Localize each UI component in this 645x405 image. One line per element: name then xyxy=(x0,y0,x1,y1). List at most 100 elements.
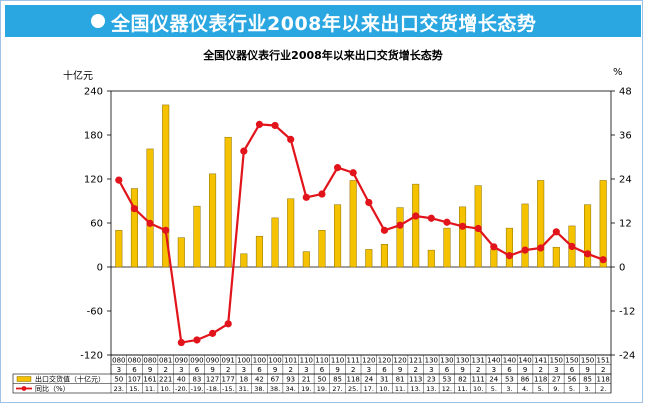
growth-point xyxy=(318,190,326,198)
category-label-top: 150 xyxy=(550,357,563,365)
bar xyxy=(537,180,545,268)
category-label-bottom: 2 xyxy=(226,366,230,374)
bar-value-label: 82 xyxy=(458,376,467,384)
category-label-bottom: 2 xyxy=(413,366,417,374)
left-tick-label: 180 xyxy=(84,131,103,142)
line-value-label: 12. xyxy=(442,385,452,393)
line-value-label: 11. xyxy=(145,385,155,393)
growth-point xyxy=(474,224,482,233)
category-label-bottom: 6 xyxy=(257,366,262,374)
category-label-top: 110 xyxy=(315,357,328,365)
banner: 全国仪器仪表行业2008年以来出口交货增长态势 xyxy=(5,5,641,37)
line-value-label: 5. xyxy=(569,385,575,393)
line-value-label: 3. xyxy=(506,385,512,393)
line-value-label: 38. xyxy=(270,385,280,393)
bar-value-label: 127 xyxy=(206,376,219,384)
line-value-label: -15. xyxy=(222,385,235,393)
growth-point xyxy=(583,250,592,258)
category-label-top: 140 xyxy=(503,357,516,365)
category-label-bottom: 6 xyxy=(195,366,200,374)
line-value-label: 19. xyxy=(317,385,327,393)
bar xyxy=(177,237,185,268)
bar-value-label: 24 xyxy=(364,376,373,384)
bar-value-label: 111 xyxy=(472,376,485,384)
growth-point xyxy=(287,135,295,143)
growth-point xyxy=(333,164,342,172)
bar-value-label: 85 xyxy=(583,376,592,384)
legend-bar-label: 出口交货值（十亿元） xyxy=(35,375,105,384)
growth-point xyxy=(177,338,185,347)
line-value-label: -20. xyxy=(175,385,188,393)
line-value-label: 11. xyxy=(457,385,467,393)
growth-point xyxy=(146,219,154,227)
bar-value-label: 85 xyxy=(333,376,342,384)
line-value-label: 31. xyxy=(239,385,249,393)
line-value-label: 17. xyxy=(364,385,374,393)
category-label-bottom: 9 xyxy=(523,366,527,374)
bar xyxy=(146,148,154,268)
category-label-bottom: 3 xyxy=(367,366,371,374)
bar-value-label: 50 xyxy=(114,376,123,384)
bar-value-label: 56 xyxy=(567,376,576,384)
bar xyxy=(349,180,357,268)
category-label-top: 120 xyxy=(393,357,406,365)
category-label-top: 140 xyxy=(487,357,500,365)
right-tick-label: 0 xyxy=(619,263,625,274)
growth-point xyxy=(427,214,435,222)
bar xyxy=(287,198,295,268)
growth-point xyxy=(193,336,201,344)
line-value-label: 13. xyxy=(426,385,436,393)
growth-point xyxy=(412,212,420,220)
line-value-label: 10. xyxy=(473,385,483,393)
category-label-top: 150 xyxy=(565,357,578,365)
bullet-dot-icon xyxy=(91,14,105,28)
growth-point xyxy=(396,221,404,229)
growth-point xyxy=(349,169,357,177)
right-tick-label: 24 xyxy=(619,175,632,186)
category-label-bottom: 2 xyxy=(288,366,292,374)
bar xyxy=(599,180,607,268)
growth-line xyxy=(117,123,604,344)
category-label-top: 090 xyxy=(190,357,203,365)
category-label-bottom: 2 xyxy=(163,366,167,374)
category-label-bottom: 6 xyxy=(507,366,512,374)
bar xyxy=(271,217,279,268)
category-label-top: 100 xyxy=(237,357,250,365)
category-label-top: 110 xyxy=(331,357,344,365)
category-label-top: 120 xyxy=(362,357,375,365)
right-tick-label: -12 xyxy=(619,307,635,318)
banner-title: 全国仪器仪表行业2008年以来出口交货增长态势 xyxy=(111,13,537,35)
category-label-top: 100 xyxy=(268,357,281,365)
bar-value-label: 24 xyxy=(489,376,498,384)
left-axis-unit: 十亿元 xyxy=(63,69,93,82)
bar-value-label: 118 xyxy=(347,376,360,384)
bar xyxy=(115,230,123,268)
growth-point xyxy=(568,242,576,251)
left-tick-label: -120 xyxy=(80,351,103,362)
bar xyxy=(334,204,342,268)
category-label-top: 151 xyxy=(597,357,610,365)
bar xyxy=(427,249,435,268)
bar-value-label: 31 xyxy=(380,376,389,384)
left-tick-label: 120 xyxy=(84,175,103,186)
category-label-top: 081 xyxy=(159,357,172,365)
line-value-label: 3. xyxy=(584,385,590,393)
category-label-top: 100 xyxy=(253,357,266,365)
bar-value-label: 83 xyxy=(192,376,201,384)
category-label-top: 110 xyxy=(300,357,313,365)
category-label-bottom: 6 xyxy=(382,366,387,374)
category-label-top: 130 xyxy=(456,357,469,365)
line-value-label: 11. xyxy=(395,385,405,393)
chart-title: 全国仪器仪表行业2008年以来出口交货增长态势 xyxy=(202,48,443,62)
growth-point xyxy=(599,256,607,264)
line-value-label: 13. xyxy=(411,385,421,393)
growth-point xyxy=(521,246,529,254)
growth-point xyxy=(162,226,170,234)
data-table: 0803080608090812090309060909091210031006… xyxy=(12,354,612,394)
line-value-label: 5. xyxy=(538,385,544,393)
bar xyxy=(584,204,592,268)
bar xyxy=(318,230,326,268)
growth-point xyxy=(365,198,373,207)
bar xyxy=(365,249,373,268)
